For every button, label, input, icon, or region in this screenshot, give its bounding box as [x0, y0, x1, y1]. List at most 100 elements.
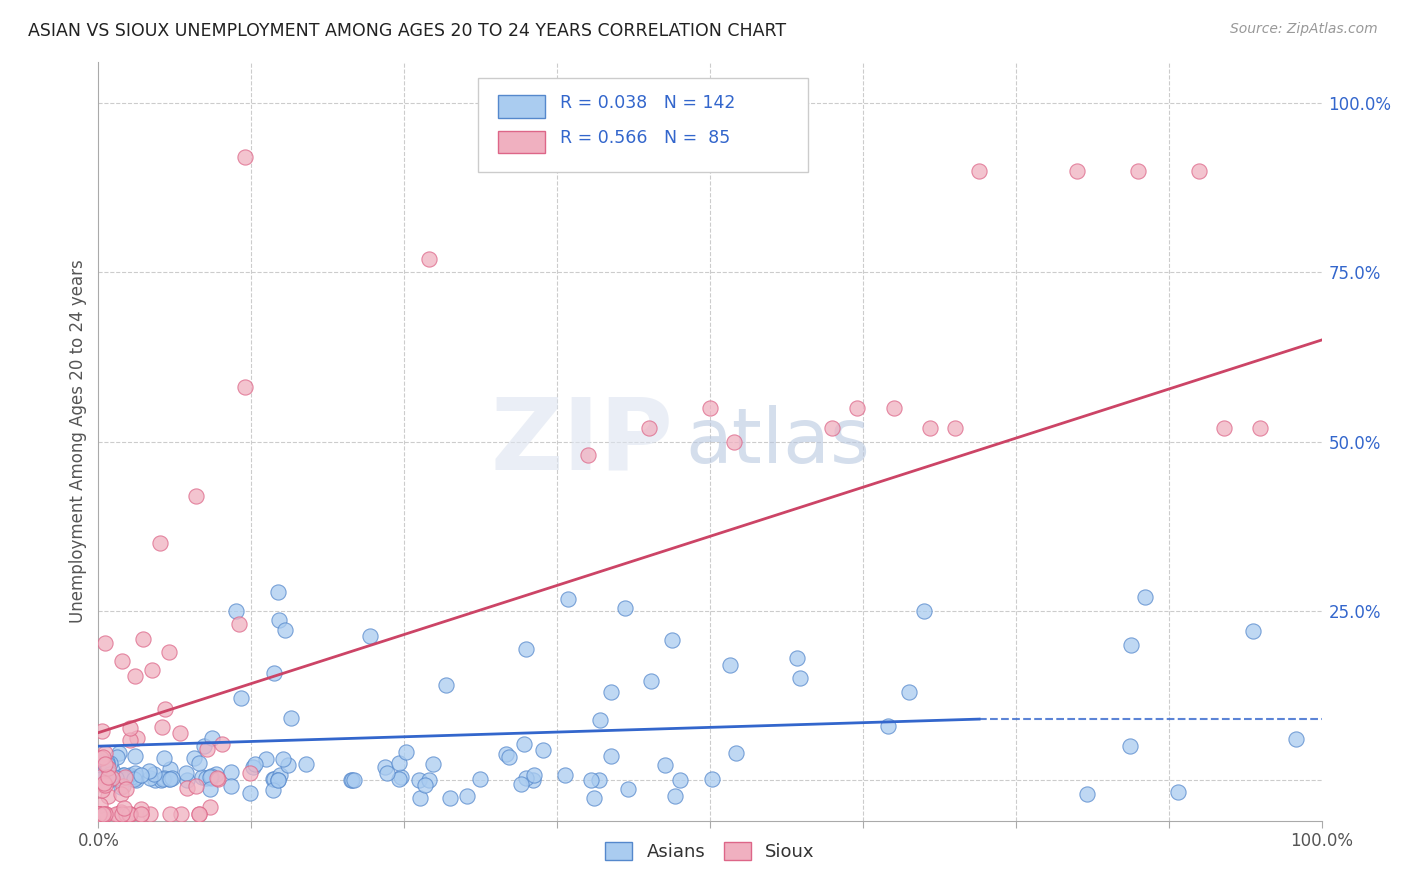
Point: [456, 789, 478, 803]
Point: [176, 781, 198, 796]
Point: [129, 768, 152, 782]
Point: [87, 753, 110, 767]
Point: [1066, 163, 1088, 178]
Point: [104, 771, 127, 785]
Point: [967, 163, 990, 178]
Point: [943, 421, 966, 435]
Point: [273, 751, 295, 765]
Point: [91, 806, 114, 821]
Point: [159, 806, 181, 821]
Point: [418, 252, 440, 266]
Point: [912, 604, 935, 618]
Point: [155, 702, 177, 716]
Point: [263, 666, 285, 681]
Point: [124, 766, 146, 780]
Point: [153, 751, 176, 765]
Point: [600, 685, 623, 699]
Point: [669, 772, 692, 787]
Point: [141, 663, 163, 677]
Point: [388, 772, 411, 787]
Point: [93, 766, 115, 780]
Point: [418, 772, 440, 787]
Point: [118, 732, 141, 747]
Point: [107, 806, 129, 821]
Point: [91, 778, 114, 792]
Point: [190, 770, 212, 784]
Point: [280, 711, 302, 725]
Point: [96, 757, 118, 772]
Point: [434, 678, 457, 692]
Point: [114, 768, 136, 782]
Point: [169, 806, 191, 821]
Point: [1188, 163, 1211, 178]
Point: [205, 772, 228, 786]
Point: [97, 770, 120, 784]
Point: [228, 617, 250, 632]
Point: [153, 771, 176, 785]
Y-axis label: Unemployment Among Ages 20 to 24 years: Unemployment Among Ages 20 to 24 years: [69, 260, 87, 624]
Point: [1241, 624, 1264, 639]
Point: [274, 624, 297, 638]
Point: [522, 772, 544, 787]
Point: [211, 737, 233, 751]
Point: [89, 772, 111, 787]
Point: [150, 720, 173, 734]
Point: [157, 645, 180, 659]
Point: [87, 764, 110, 778]
Point: [1212, 421, 1234, 435]
Point: [242, 760, 264, 774]
Point: [1285, 732, 1308, 747]
Point: [87, 765, 110, 780]
Point: [723, 434, 745, 449]
Point: [343, 772, 366, 787]
Point: [108, 746, 131, 760]
Point: [94, 778, 117, 792]
Point: [269, 768, 291, 782]
FancyBboxPatch shape: [498, 95, 546, 118]
Point: [267, 772, 290, 787]
Point: [786, 651, 808, 665]
Point: [200, 799, 222, 814]
Point: [114, 770, 136, 784]
Point: [93, 635, 115, 649]
Point: [174, 766, 197, 780]
Point: [439, 791, 461, 805]
Point: [219, 765, 242, 780]
Point: [115, 806, 138, 821]
Point: [207, 772, 229, 787]
Point: [183, 751, 205, 765]
Point: [115, 772, 138, 787]
Point: [219, 779, 242, 793]
Text: R = 0.566   N =  85: R = 0.566 N = 85: [560, 129, 730, 147]
Point: [231, 690, 253, 705]
Point: [87, 806, 110, 821]
Point: [188, 806, 211, 821]
Point: [112, 801, 135, 815]
Point: [557, 591, 579, 606]
Point: [124, 749, 146, 764]
Point: [391, 770, 413, 784]
Point: [87, 755, 110, 769]
Point: [340, 772, 363, 787]
Point: [120, 770, 142, 784]
Point: [200, 772, 222, 786]
Point: [614, 601, 637, 615]
Point: [89, 772, 111, 787]
Point: [1249, 421, 1271, 435]
Point: [699, 401, 721, 415]
Point: [920, 421, 942, 435]
Point: [138, 764, 160, 779]
Point: [91, 750, 114, 764]
Point: [124, 668, 146, 682]
Point: [700, 772, 723, 786]
Point: [186, 489, 208, 503]
Point: [125, 772, 148, 787]
Point: [245, 756, 267, 771]
Point: [576, 448, 599, 462]
Point: [616, 782, 638, 797]
Point: [375, 765, 398, 780]
Point: [110, 780, 132, 794]
Legend: Asians, Sioux: Asians, Sioux: [598, 835, 823, 869]
Point: [898, 685, 921, 699]
Point: [554, 768, 576, 782]
